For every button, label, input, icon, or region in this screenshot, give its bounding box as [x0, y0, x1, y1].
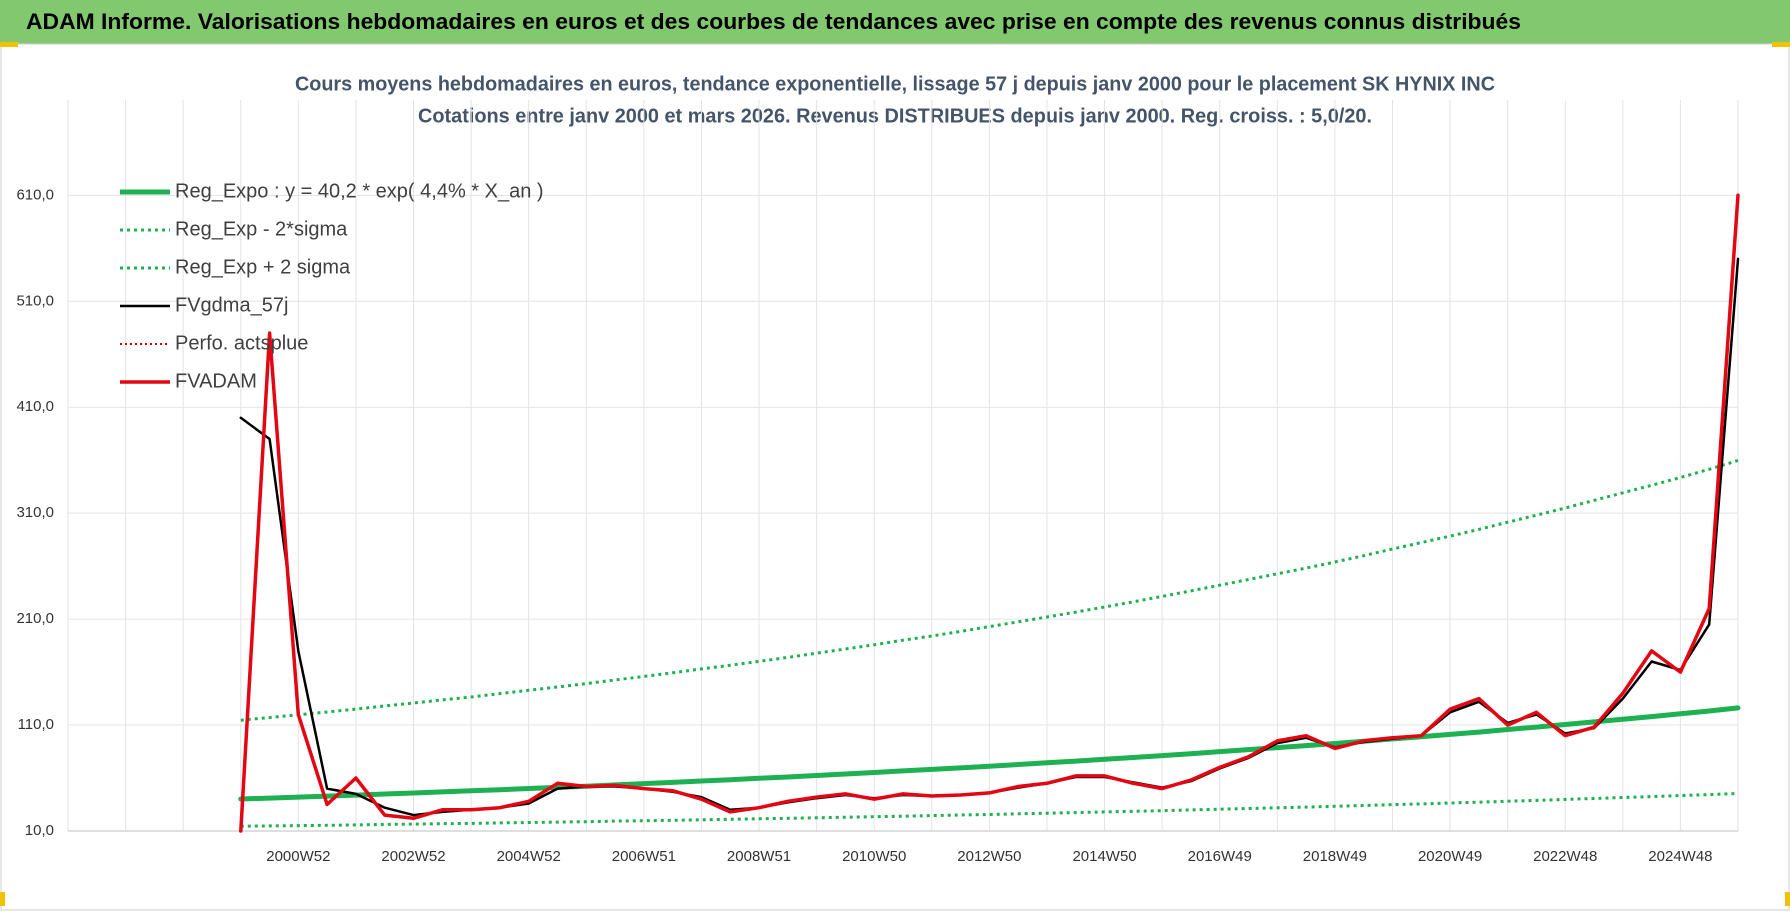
- x-tick-label: 2002W52: [381, 848, 445, 865]
- y-tick-label: 510,0: [16, 292, 54, 309]
- legend-label: Perfo. actsplue: [175, 332, 308, 354]
- page-title: ADAM Informe. Valorisations hebdomadaire…: [26, 9, 1521, 34]
- chart-frame: [0, 43, 1790, 911]
- y-tick-label: 10,0: [25, 822, 54, 839]
- series-line: [238, 705, 1741, 802]
- x-tick-label: 2000W52: [266, 848, 330, 865]
- chart-title: Cours moyens hebdomadaires en euros, ten…: [295, 73, 1495, 95]
- y-tick-label: 210,0: [16, 610, 54, 627]
- legend-label: FVADAM: [175, 370, 257, 392]
- x-tick-label: 2018W49: [1303, 848, 1367, 865]
- y-tick-label: 610,0: [16, 186, 54, 203]
- x-tick-label: 2010W50: [842, 848, 906, 865]
- legend-label: Reg_Expo : y = 40,2 * exp( 4,4% * X_an ): [175, 180, 544, 202]
- title-bar: [0, 0, 1790, 44]
- corner-mark: [1785, 892, 1790, 906]
- x-tick-label: 2006W51: [612, 848, 676, 865]
- x-tick-label: 2012W50: [957, 848, 1021, 865]
- y-tick-label: 310,0: [16, 504, 54, 521]
- x-tick-label: 2024W48: [1648, 848, 1712, 865]
- corner-mark: [1772, 42, 1790, 47]
- y-tick-label: 110,0: [18, 716, 54, 733]
- legend-label: FVgdma_57j: [175, 294, 288, 316]
- x-tick-label: 2004W52: [497, 848, 561, 865]
- x-tick-label: 2022W48: [1533, 848, 1597, 865]
- series-line: [240, 792, 1739, 828]
- series-layer: [238, 193, 1741, 833]
- series-line: [239, 193, 1740, 833]
- corner-mark: [0, 42, 18, 47]
- legend: Reg_Expo : y = 40,2 * exp( 4,4% * X_an )…: [120, 180, 544, 392]
- x-tick-label: 2020W49: [1418, 848, 1482, 865]
- x-tick-label: 2008W51: [727, 848, 791, 865]
- corner-mark: [0, 892, 5, 906]
- grid: 2000W52 2002W52 2004W52 2006W51 2008W51 2010W…: [16, 100, 1739, 865]
- legend-label: Reg_Exp + 2 sigma: [175, 256, 351, 278]
- chart-subtitle: Cotations entre janv 2000 et mars 2026. …: [418, 105, 1372, 127]
- x-tick-label: 2016W49: [1188, 848, 1252, 865]
- legend-label: Reg_Exp - 2*sigma: [175, 218, 348, 240]
- y-tick-label: 410,0: [16, 398, 54, 415]
- x-tick-label: 2014W50: [1072, 848, 1136, 865]
